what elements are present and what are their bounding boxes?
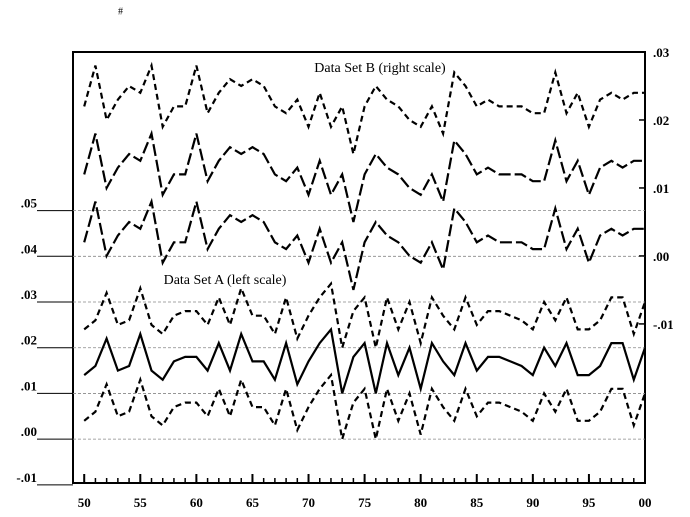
x-tick-label: 70 — [302, 495, 315, 510]
y2-tick-label: .03 — [653, 45, 670, 60]
y-tick-label: .03 — [21, 287, 38, 302]
x-tick-label: 90 — [526, 495, 539, 510]
plot-frame — [72, 51, 646, 484]
annotation: Data Set B (right scale) — [314, 61, 446, 76]
y2-tick-label: .02 — [653, 113, 669, 128]
series-line — [83, 197, 645, 291]
corner-label: # — [118, 6, 123, 17]
series-line — [83, 372, 647, 440]
y-tick-label: .05 — [21, 196, 38, 211]
y-tick-label: -.01 — [16, 470, 37, 485]
y2-tick-label: .01 — [653, 181, 669, 196]
x-tick-label: 55 — [134, 495, 148, 510]
y2-tick-label: .00 — [653, 249, 669, 264]
x-tick-label: 75 — [358, 495, 372, 510]
series-line — [83, 281, 647, 349]
y-tick-label: .02 — [21, 333, 37, 348]
x-tick-label: 65 — [246, 495, 260, 510]
y2-tick-label: -.01 — [653, 317, 674, 332]
y-tick-label: .01 — [21, 378, 37, 393]
x-tick-label: 85 — [470, 495, 484, 510]
series-line — [83, 326, 647, 394]
x-tick-label: 00 — [639, 495, 652, 510]
y-tick-label: .04 — [21, 241, 38, 256]
y-tick-label: .00 — [21, 424, 37, 439]
x-tick-label: 60 — [190, 495, 203, 510]
annotation: Data Set A (left scale) — [164, 273, 287, 288]
x-tick-label: 80 — [414, 495, 427, 510]
x-tick-label: 50 — [78, 495, 91, 510]
series-line — [83, 61, 645, 155]
series-line — [83, 129, 645, 223]
x-tick-label: 95 — [582, 495, 596, 510]
